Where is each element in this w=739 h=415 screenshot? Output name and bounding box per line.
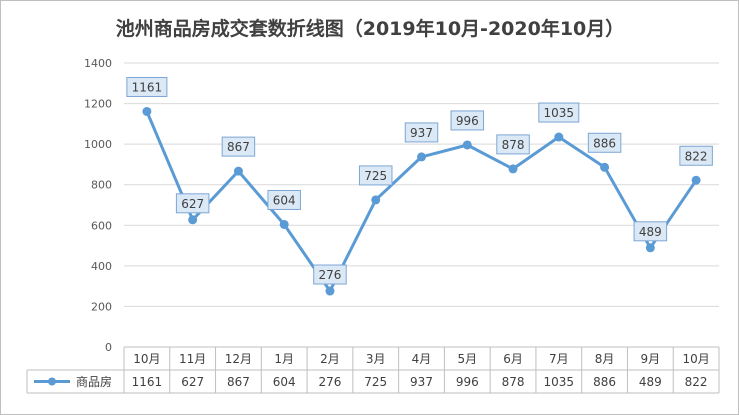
data-label: 822	[685, 149, 708, 163]
data-label: 996	[456, 114, 479, 128]
y-tick-label: 200	[91, 300, 112, 313]
data-label-group: 1161	[126, 76, 168, 97]
data-label-box	[221, 136, 256, 157]
table-value: 937	[410, 375, 433, 389]
data-label: 878	[502, 138, 525, 152]
table-value: 725	[364, 375, 387, 389]
data-label-group: 604	[267, 189, 301, 210]
x-category-label: 9月	[641, 352, 661, 366]
data-label-box	[633, 221, 668, 242]
table-value: 276	[319, 375, 342, 389]
table-value: 886	[593, 375, 616, 389]
data-point	[371, 195, 381, 205]
data-point	[279, 219, 289, 229]
data-label: 1161	[132, 80, 163, 94]
data-point	[142, 106, 152, 116]
data-label-box	[404, 122, 439, 143]
data-label-box	[175, 193, 210, 214]
y-tick-label: 0	[105, 341, 112, 354]
y-tick-label: 1400	[84, 57, 112, 70]
x-category-label: 11月	[179, 352, 206, 366]
x-category-label: 8月	[595, 352, 615, 366]
data-label-box	[587, 132, 622, 153]
y-tick-label: 1000	[84, 138, 112, 151]
table-value: 489	[639, 375, 662, 389]
data-label-box	[679, 145, 713, 166]
x-category-label: 7月	[549, 352, 569, 366]
data-label-box	[538, 102, 580, 123]
data-label-group: 822	[679, 145, 713, 166]
data-label-group: 937	[404, 122, 439, 143]
data-point	[645, 243, 655, 253]
table-value: 867	[227, 375, 250, 389]
y-tick-label: 600	[91, 219, 112, 232]
data-label-group: 996	[450, 110, 485, 131]
data-label: 886	[593, 136, 616, 150]
data-label: 725	[364, 169, 387, 183]
table-value: 627	[181, 375, 204, 389]
x-category-label: 10月	[682, 352, 709, 366]
data-point	[188, 215, 198, 225]
data-point	[508, 164, 518, 174]
data-label-box	[313, 264, 347, 285]
data-label: 937	[410, 126, 433, 140]
x-category-label: 4月	[412, 352, 432, 366]
data-label-group: 878	[496, 134, 530, 155]
table-value: 1161	[132, 375, 163, 389]
data-point	[462, 140, 472, 150]
data-label-group: 489	[633, 221, 668, 242]
data-label-box	[267, 189, 301, 210]
data-label-group: 627	[175, 193, 210, 214]
chart-title: 池州商品房成交套数折线图（2019年10月-2020年10月）	[116, 17, 625, 40]
gridlines	[124, 62, 719, 307]
data-table: 10月 1161 11月 627 12月 867 1月 604 2月 276 3月 725 4月 937 5…	[26, 346, 720, 394]
data-label-group: 276	[313, 264, 347, 285]
data-label: 627	[181, 197, 204, 211]
x-category-label: 2月	[320, 352, 340, 366]
data-label-group: 867	[221, 136, 256, 157]
legend-series-name: 商品房	[76, 374, 112, 389]
table-value: 604	[273, 375, 296, 389]
table-value: 1035	[544, 375, 575, 389]
data-point	[233, 166, 243, 176]
data-label-group: 1035	[538, 102, 580, 123]
data-points	[142, 106, 701, 296]
x-category-label: 1月	[274, 352, 294, 366]
data-point	[325, 286, 335, 296]
data-labels: 1161 627 867 604 276 725 937 996 878 1035 886 489 82…	[126, 76, 713, 285]
data-label-box	[496, 134, 530, 155]
x-category-label: 6月	[503, 352, 523, 366]
data-label: 276	[319, 268, 342, 282]
data-point	[600, 162, 610, 172]
data-point	[417, 152, 426, 162]
data-label-group: 725	[358, 165, 393, 186]
x-category-label: 10月	[133, 352, 160, 366]
table-value: 996	[456, 375, 479, 389]
data-label: 604	[273, 193, 296, 207]
x-category-label: 5月	[457, 352, 477, 366]
x-category-label: 12月	[225, 352, 252, 366]
data-point	[554, 132, 564, 142]
data-label: 1035	[544, 106, 575, 120]
data-label-box	[358, 165, 393, 186]
data-label-box	[450, 110, 485, 131]
y-tick-label: 1200	[84, 98, 112, 111]
x-category-label: 3月	[366, 352, 386, 366]
data-point	[691, 175, 701, 185]
legend-marker	[48, 377, 56, 386]
data-label: 867	[227, 140, 250, 154]
data-label-group: 886	[587, 132, 622, 153]
data-label-box	[126, 76, 168, 97]
table-value: 822	[685, 375, 708, 389]
data-label: 489	[639, 225, 662, 239]
y-tick-label: 400	[91, 260, 112, 273]
y-axis-ticks: 0 200 400 600 800 1000 1200 1400	[84, 57, 112, 354]
table-value: 878	[502, 375, 525, 389]
y-tick-label: 800	[91, 179, 112, 192]
